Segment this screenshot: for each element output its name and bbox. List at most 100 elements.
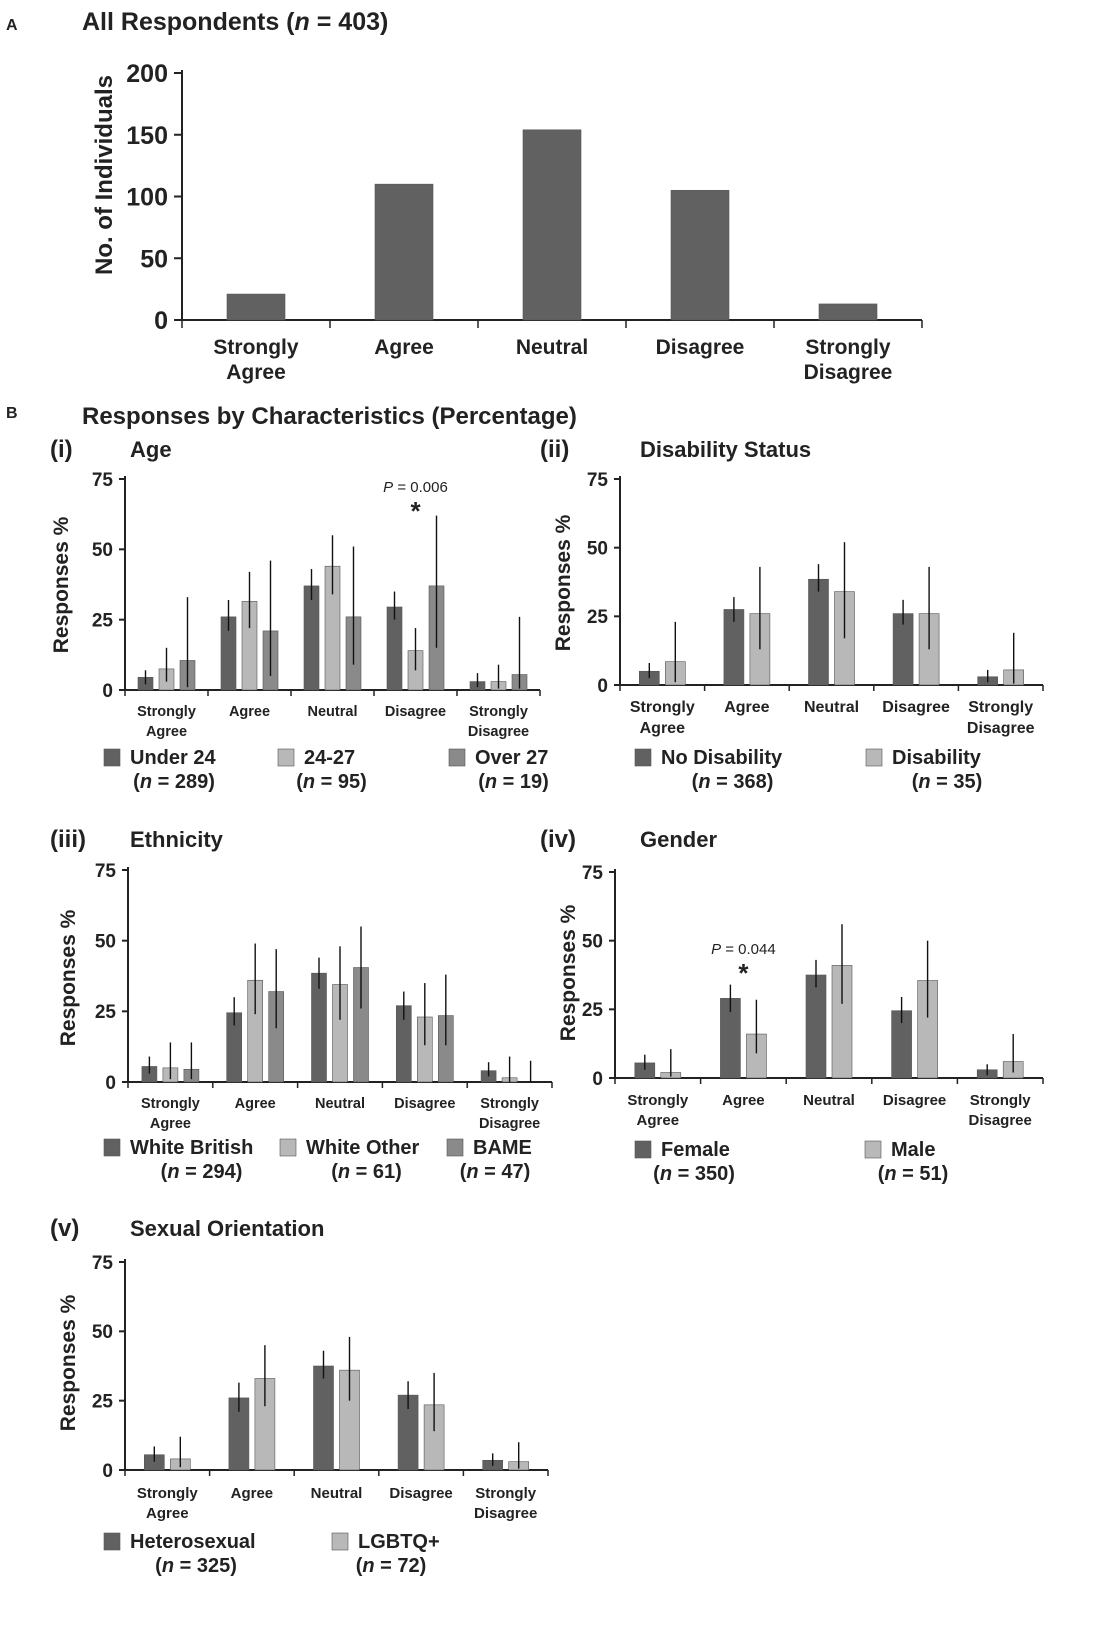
chart-b-i-category-label: Disagree [468, 724, 529, 740]
chart-b-iv-category-label: Disagree [969, 1112, 1032, 1129]
chart-b-ii-category-label: Agree [640, 720, 685, 737]
chart-b-iii-y-tick-label: 25 [95, 1002, 117, 1023]
chart-b-iv-y-tick-label: 50 [582, 932, 603, 953]
chart-b-i-legend-swatch [448, 748, 466, 767]
chart-b-i-y-tick-label: 75 [92, 470, 114, 491]
chart-b-v-category-label: Agree [231, 1485, 274, 1502]
chart-b-v-y-tick-label: 50 [92, 1322, 113, 1343]
chart-b-iii-category-label: Neutral [315, 1096, 365, 1112]
chart-b-i-category-label: Neutral [308, 704, 358, 720]
chart-a-bar [226, 293, 286, 321]
chart-b-v-legend-swatch [331, 1532, 349, 1551]
chart-b-ii-legend-name: Disability [892, 747, 982, 769]
chart-b-iv-p-value: P = 0.044 [711, 941, 776, 958]
chart-b-iii-category-label: Strongly [141, 1096, 200, 1112]
chart-b-iii-y-tick-label: 75 [95, 861, 117, 882]
chart-b-i-legend-n: (n = 19) [478, 771, 549, 793]
chart-b-iv-panel-label: (iv) [540, 826, 576, 853]
chart-b-iv-category-label: Strongly [970, 1092, 1031, 1109]
chart-a-ylabel: No. of Individuals [91, 75, 118, 275]
chart-a-bar [670, 190, 730, 321]
chart-a-category-label: Agree [374, 336, 434, 359]
chart-b-i-y-tick-label: 0 [102, 681, 113, 702]
chart-b-iv-significance-marker: * [738, 958, 749, 988]
chart-b-i-legend-name: Under 24 [130, 747, 216, 769]
chart-b-i-legend-swatch [277, 748, 295, 767]
chart-a-bar [522, 129, 582, 321]
chart-b-i-legend-n: (n = 289) [133, 771, 215, 793]
charts-group: All Respondents (n = 403) No. of Individu… [50, 8, 1044, 1577]
chart-b-iv-category-label: Agree [722, 1092, 765, 1109]
chart-b-iii-legend-n: (n = 294) [161, 1161, 243, 1183]
chart-b-v-ylabel: Responses % [57, 1294, 80, 1431]
chart-b-iv-bar [805, 974, 827, 1079]
chart-b-iii-title: Ethnicity [130, 827, 224, 852]
chart-b-iii-legend-swatch [103, 1138, 121, 1157]
chart-a-y-tick-label: 50 [140, 245, 168, 273]
chart-b-ii-category-label: Disagree [882, 699, 950, 716]
chart-b-iii-ylabel: Responses % [57, 909, 80, 1046]
chart-b-iii-legend-name: White British [130, 1137, 253, 1159]
chart-b-i-legend-name: Over 27 [475, 747, 548, 769]
chart-b-v-category-label: Disagree [389, 1485, 452, 1502]
chart-b-v-legend-n: (n = 72) [356, 1555, 427, 1577]
chart-b-v-title: Sexual Orientation [130, 1216, 324, 1241]
chart-a-y-tick-label: 200 [126, 60, 168, 88]
chart-b-ii-panel-label: (ii) [540, 436, 569, 463]
chart-b-i-legend-n: (n = 95) [296, 771, 367, 793]
chart-b-v-legend-name: Heterosexual [130, 1531, 256, 1553]
chart-b-ii-legend-n: (n = 35) [912, 771, 983, 793]
chart-b-i-legend-swatch [103, 748, 121, 767]
chart-b-i-category-label: Agree [146, 724, 187, 740]
chart-b-iii-legend-name: White Other [306, 1137, 420, 1159]
chart-b-v-legend-name: LGBTQ+ [358, 1531, 440, 1553]
chart-b-v-y-tick-label: 0 [102, 1461, 113, 1482]
chart-b-i-significance-marker: * [410, 496, 421, 526]
chart-b-ii-y-tick-label: 75 [587, 470, 609, 491]
chart-b-iii-legend-n: (n = 47) [460, 1161, 531, 1183]
chart-b-iv-legend-swatch [634, 1140, 652, 1159]
chart-b-iv-legend-name: Male [891, 1139, 935, 1161]
chart-a-y-tick-label: 150 [126, 122, 168, 150]
chart-b-v-category-label: Neutral [311, 1485, 363, 1502]
chart-b-i-y-tick-label: 25 [92, 611, 114, 632]
chart-a-category-label: Agree [226, 361, 286, 384]
chart-b-iii-panel-label: (iii) [50, 826, 86, 853]
chart-b-ii-ylabel: Responses % [552, 514, 575, 651]
chart-b-iv-title: Gender [640, 827, 717, 852]
chart-b-iii-bar [311, 972, 327, 1083]
panel-a-letter: A [6, 17, 18, 34]
chart-b-iv-legend-swatch [864, 1140, 882, 1159]
chart-b-iv-legend-n: (n = 51) [878, 1163, 949, 1185]
chart-b-iii-y-tick-label: 50 [95, 932, 116, 953]
chart-b-iv-y-tick-label: 75 [582, 863, 604, 884]
chart-b-iv-category-label: Strongly [627, 1092, 688, 1109]
chart-b-ii-legend-swatch [865, 748, 883, 767]
chart-b-i-category-label: Strongly [137, 704, 196, 720]
chart-b-ii-legend-name: No Disability [661, 747, 783, 769]
chart-b-iii-legend-swatch [279, 1138, 297, 1157]
chart-b-ii-category-label: Strongly [630, 699, 695, 716]
chart-b-iii-legend-n: (n = 61) [331, 1161, 402, 1183]
chart-b-ii-legend-n: (n = 368) [692, 771, 774, 793]
chart-b-v-category-label: Strongly [137, 1485, 198, 1502]
chart-b-i-bar [303, 585, 320, 691]
chart-a-bar [374, 183, 434, 321]
chart-a-category-label: Strongly [805, 336, 890, 359]
chart-b-ii-y-tick-label: 0 [597, 676, 608, 697]
chart-b-v-category-label: Agree [146, 1505, 189, 1522]
chart-b-ii-category-label: Strongly [968, 699, 1033, 716]
chart-b-i-legend-name: 24-27 [304, 747, 355, 769]
chart-b-iv-category-label: Disagree [883, 1092, 946, 1109]
chart-b-i-category-label: Agree [229, 704, 270, 720]
chart-b-iv-category-label: Agree [637, 1112, 680, 1129]
chart-b-i-y-tick-label: 50 [92, 540, 113, 561]
chart-b-iii-y-tick-label: 0 [105, 1073, 116, 1094]
chart-b-v-panel-label: (v) [50, 1215, 79, 1242]
chart-b-ii-bar [808, 578, 829, 686]
chart-b-iv-y-tick-label: 0 [592, 1069, 603, 1090]
chart-b-iv-legend-name: Female [661, 1139, 730, 1161]
chart-a-y-tick-label: 0 [154, 307, 168, 335]
chart-b-iii-category-label: Agree [150, 1116, 191, 1132]
